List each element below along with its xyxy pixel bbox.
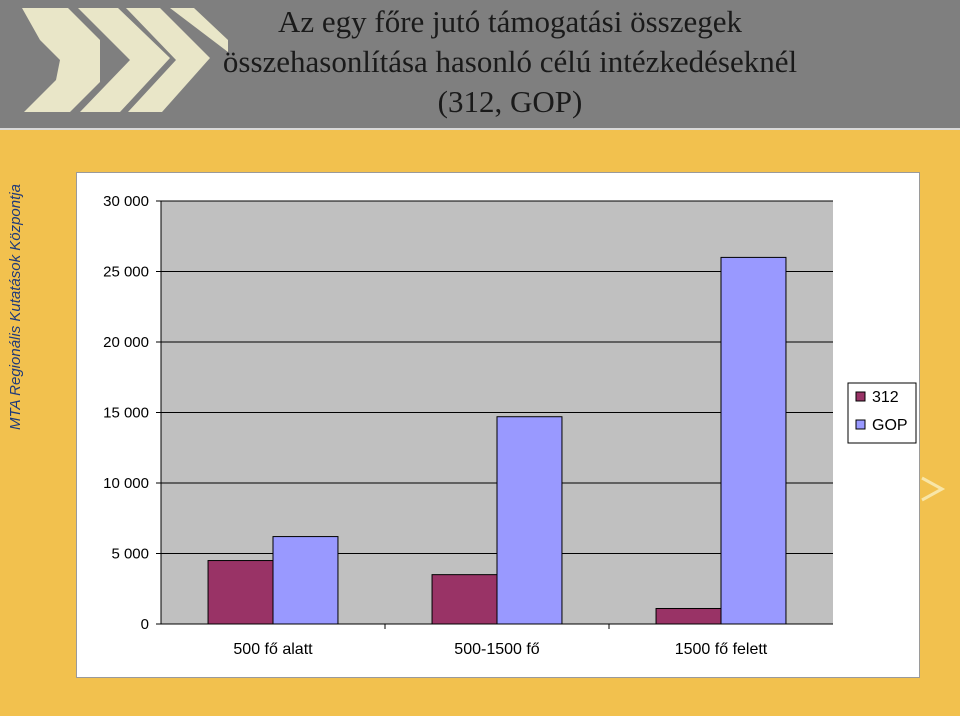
y-tick-label: 25 000 <box>103 264 149 281</box>
y-tick-label: 20 000 <box>103 334 149 351</box>
legend-swatch-312 <box>855 391 866 402</box>
next-arrow-icon <box>921 476 946 502</box>
bar-gop-1 <box>272 536 339 625</box>
y-tick-label: 30 000 <box>103 193 149 210</box>
title-line-2: összehasonlítása hasonló célú intézkedés… <box>222 44 798 79</box>
bar-gop-2 <box>496 416 563 625</box>
slide-header: Az egy főre jutó támogatási összegek öss… <box>0 0 960 128</box>
y-tick-label: 15 000 <box>103 405 149 422</box>
legend-label-gop: GOP <box>872 417 908 434</box>
bar-chart: 0 5 000 10 000 15 000 20 000 25 000 30 000 500 … <box>103 193 917 658</box>
legend-swatch-gop <box>855 419 866 430</box>
x-category-label: 500-1500 fő <box>454 641 540 658</box>
title-line-3: (312, GOP) <box>437 84 583 119</box>
bar-312-3 <box>655 607 722 625</box>
bar-312-1 <box>207 560 274 625</box>
side-institution-label: MTA Regionális Kutatások Központja <box>7 184 24 430</box>
x-category-label: 500 fő alatt <box>233 641 313 658</box>
slide-title: Az egy főre jutó támogatási összegek öss… <box>140 2 880 122</box>
bar-gop-3 <box>720 256 787 625</box>
header-divider <box>0 128 960 130</box>
y-tick-label: 0 <box>141 616 149 633</box>
chart-frame: 0 5 000 10 000 15 000 20 000 25 000 30 000 500 … <box>76 172 920 678</box>
x-category-label: 1500 fő felett <box>675 641 768 658</box>
bar-312-2 <box>431 574 498 625</box>
rkk-logo <box>22 8 228 112</box>
title-line-1: Az egy főre jutó támogatási összegek <box>278 4 742 39</box>
y-tick-label: 5 000 <box>111 546 149 563</box>
y-tick-label: 10 000 <box>103 475 149 492</box>
legend-label-312: 312 <box>872 389 899 406</box>
